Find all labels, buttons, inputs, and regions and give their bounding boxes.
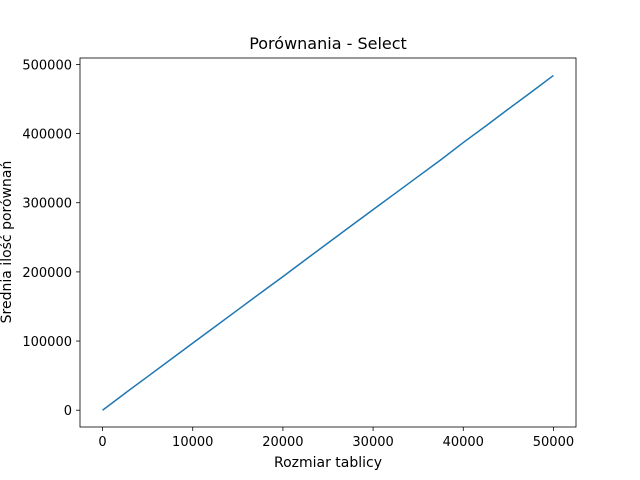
y-tick-label: 0 bbox=[64, 404, 72, 419]
x-tick-label: 40000 bbox=[443, 435, 484, 450]
x-tick-label: 30000 bbox=[352, 435, 393, 450]
x-tick-label: 20000 bbox=[262, 435, 303, 450]
y-tick-label: 400000 bbox=[22, 128, 72, 143]
y-axis-ticks: 0 100000 200000 300000 400000 500000 bbox=[22, 58, 80, 419]
y-tick-label: 200000 bbox=[22, 266, 72, 281]
x-axis-label: Rozmiar tablicy bbox=[274, 455, 382, 471]
series-line bbox=[102, 74, 554, 411]
x-axis-ticks: 0 10000 20000 30000 40000 50000 bbox=[98, 427, 574, 450]
x-tick-label: 50000 bbox=[533, 435, 574, 450]
x-tick-label: 10000 bbox=[172, 435, 213, 450]
y-tick-label: 300000 bbox=[22, 197, 72, 212]
y-tick-label: 500000 bbox=[22, 58, 72, 73]
chart-title: Porównania - Select bbox=[249, 34, 407, 53]
x-tick-label: 0 bbox=[98, 435, 106, 450]
y-axis-label: Średnia ilość porównań bbox=[0, 161, 15, 324]
plot-frame bbox=[79, 57, 577, 428]
y-tick-label: 100000 bbox=[22, 335, 72, 350]
